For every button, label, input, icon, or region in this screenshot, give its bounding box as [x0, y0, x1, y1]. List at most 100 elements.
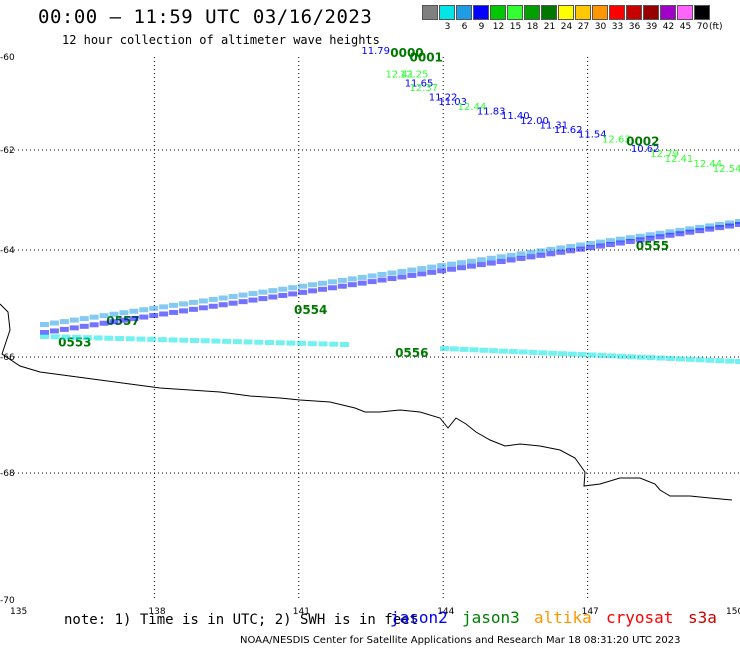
legend-label: 42	[662, 22, 675, 32]
legend-swatch	[541, 5, 557, 20]
track-mark-ascending	[89, 322, 99, 328]
track-mark-ascending	[536, 252, 546, 258]
legend-label: 30	[594, 22, 607, 32]
track-mark-ascending-blue	[89, 314, 99, 320]
track-mark-ascending	[645, 235, 655, 241]
track-mark-cyan-west	[72, 334, 82, 340]
track-mark-ascending-blue	[169, 302, 179, 308]
swh-value: 12.63	[602, 134, 631, 145]
track-mark-cyan-east	[636, 354, 646, 360]
track-mark-ascending	[179, 308, 188, 314]
swh-value: 11.40	[501, 111, 530, 122]
satellite-name: altika	[534, 608, 592, 627]
track-mark-ascending	[476, 262, 486, 268]
lat-tick-label: -66	[0, 353, 15, 363]
track-mark-cyan-east	[617, 353, 626, 359]
track-mark-ascending	[218, 302, 228, 308]
track-mark-ascending	[635, 237, 645, 243]
track-mark-cyan-west	[147, 336, 157, 342]
track-mark-ascending-blue	[615, 236, 625, 242]
track-mark-ascending-blue	[347, 276, 357, 282]
track-mark-ascending	[586, 245, 596, 251]
track-mark-cyan-west	[157, 337, 167, 343]
swh-value: 11.31	[539, 120, 568, 131]
satellite-name: jason2	[390, 608, 448, 627]
track-mark-ascending-blue	[625, 235, 635, 241]
swh-value: 11.54	[578, 130, 607, 141]
track-mark-ascending	[466, 263, 476, 269]
swh-value: 11.83	[477, 106, 506, 117]
coastline	[0, 303, 733, 501]
track-mark-ascending-blue	[735, 219, 740, 224]
track-mark-cyan-west	[125, 336, 135, 342]
track-mark-cyan-east	[489, 348, 499, 354]
track-mark-ascending	[546, 251, 556, 257]
track-mark-ascending	[49, 328, 59, 334]
track-mark-ascending-blue	[228, 294, 238, 300]
track-mark-ascending	[387, 276, 397, 281]
track-mark-ascending-blue	[496, 254, 506, 260]
legend-swatch	[422, 5, 438, 20]
track-mark-cyan-east	[518, 349, 528, 355]
track-mark-ascending	[308, 288, 318, 294]
track-mark-ascending	[347, 282, 357, 288]
legend-label: 9	[478, 22, 485, 32]
page-title: 00:00 – 11:59 UTC 03/16/2023	[38, 6, 373, 28]
track-mark-cyan-east	[695, 357, 705, 363]
track-time-label: 0555	[636, 239, 669, 253]
track-mark-ascending-blue	[486, 255, 496, 261]
track-mark-ascending	[615, 240, 625, 246]
track-mark-ascending-blue	[258, 289, 268, 295]
track-mark-ascending-blue	[139, 307, 149, 313]
track-mark-cyan-east	[558, 351, 567, 357]
track-mark-ascending-blue	[278, 286, 288, 292]
track-mark-ascending	[417, 271, 427, 277]
track-mark-ascending-blue	[725, 220, 735, 226]
track-mark-ascending-blue	[179, 301, 188, 307]
track-mark-ascending-blue	[367, 273, 377, 279]
track-mark-cyan-east	[469, 347, 479, 353]
track-mark-cyan-west	[318, 341, 328, 347]
swh-value: 11.65	[405, 79, 434, 90]
track-mark-cyan-east	[499, 348, 508, 354]
coastline-path	[0, 303, 733, 501]
track-mark-ascending-blue	[695, 224, 705, 230]
legend-swatch	[592, 5, 608, 20]
track-mark-ascending	[596, 243, 605, 249]
track-mark-ascending	[516, 255, 526, 261]
track-mark-ascending	[447, 266, 457, 272]
track-mark-ascending-blue	[387, 270, 397, 276]
track-mark-ascending-blue	[417, 266, 427, 272]
track-mark-ascending-blue	[149, 305, 159, 311]
track-mark-ascending-blue	[506, 252, 516, 258]
track-mark-ascending-blue	[407, 267, 417, 273]
track-mark-ascending	[337, 283, 347, 289]
track-mark-ascending-blue	[198, 298, 208, 304]
track-mark-cyan-west	[340, 342, 349, 347]
swh-value: 12.41	[665, 154, 694, 165]
track-mark-cyan-east	[548, 350, 558, 356]
track-mark-ascending-blue	[188, 299, 198, 305]
track-mark-cyan-west	[265, 340, 274, 345]
track-mark-ascending-blue	[605, 238, 615, 244]
legend-swatches	[422, 5, 723, 20]
lon-tick-label: 150	[726, 607, 740, 617]
track-mark-ascending	[566, 248, 576, 254]
lon-tick-label: 135	[10, 607, 27, 617]
swh-value: 12.79	[650, 149, 679, 160]
track-mark-cyan-west	[179, 337, 189, 343]
altimeter-tracks: 11.7912.4112.2511.6512.3711.2211.0312.44…	[40, 46, 740, 364]
track-mark-ascending-blue	[109, 311, 119, 317]
track-mark-ascending	[238, 299, 248, 305]
swh-value: 11.22	[429, 93, 458, 104]
track-mark-ascending-blue	[556, 245, 566, 251]
swh-value: 11.79	[361, 46, 390, 57]
legend-label: 3	[444, 22, 451, 32]
track-mark-cyan-east	[646, 355, 656, 361]
track-mark-cyan-east	[440, 346, 449, 351]
lat-tick-label: -64	[0, 246, 15, 256]
track-mark-ascending	[129, 316, 139, 322]
track-mark-ascending-blue	[576, 242, 586, 248]
legend-swatch	[507, 5, 523, 20]
